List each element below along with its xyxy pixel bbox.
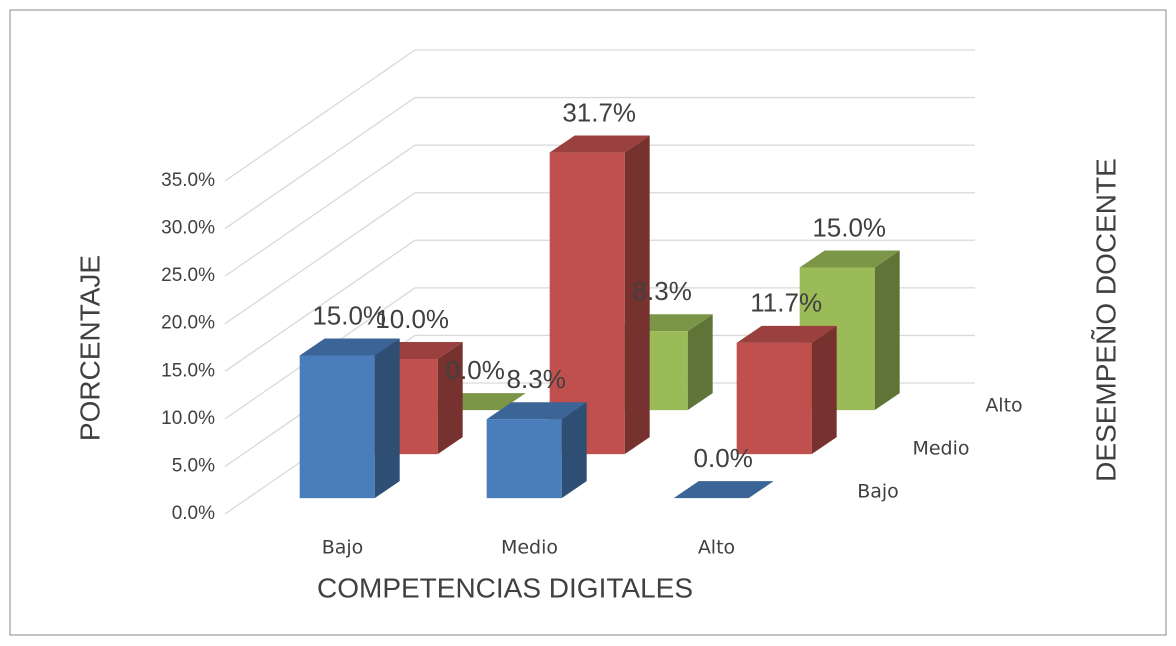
- legend-label: Bajo: [857, 481, 899, 503]
- value-label: 15.0%: [312, 300, 386, 330]
- legend-label: Medio: [912, 438, 969, 460]
- y-tick-label: 15.0%: [161, 360, 215, 381]
- y-tick-label: 5.0%: [172, 455, 215, 476]
- x-tick-label: Alto: [698, 537, 735, 559]
- bar-front: [299, 355, 375, 499]
- bars: [299, 135, 900, 499]
- grid-line: [224, 49, 975, 182]
- y-tick-label: 0.0%: [172, 503, 215, 524]
- grid-line: [224, 287, 975, 420]
- value-label: 31.7%: [562, 97, 636, 127]
- bar-top: [549, 135, 650, 153]
- bar-top: [486, 402, 587, 420]
- bar-side: [811, 325, 837, 455]
- bar: [486, 402, 587, 499]
- x-axis-title: COMPETENCIAS DIGITALES: [317, 572, 693, 603]
- x-tick-label: Medio: [501, 537, 558, 559]
- value-label: 10.0%: [375, 304, 449, 334]
- bar-side: [874, 250, 900, 411]
- bar: [299, 338, 400, 499]
- value-label: 15.0%: [812, 212, 886, 242]
- labels: 0.0%5.0%10.0%15.0%20.0%25.0%30.0%35.0%Ba…: [161, 97, 1023, 558]
- x-tick-label: Bajo: [322, 537, 364, 559]
- value-label: 8.3%: [507, 364, 566, 394]
- y-tick-label: 35.0%: [161, 170, 215, 191]
- value-label: 0.0%: [694, 443, 753, 473]
- y-axis-title: PORCENTAJE: [74, 255, 105, 441]
- bar-front: [736, 342, 812, 455]
- y-tick-label: 20.0%: [161, 313, 215, 334]
- legend-label: Alto: [985, 395, 1022, 417]
- bar-top: [736, 325, 837, 343]
- z-axis-title: DESEMPEÑO DOCENTE: [1090, 158, 1121, 482]
- bar-side: [624, 135, 650, 455]
- bar-top: [673, 481, 774, 499]
- value-label: 8.3%: [633, 276, 692, 306]
- bar-side: [437, 342, 463, 455]
- bar: [736, 325, 837, 455]
- bar-side: [561, 402, 587, 499]
- bar: [673, 481, 774, 499]
- bar-top: [299, 338, 400, 356]
- bar-front: [486, 419, 562, 499]
- grid-line: [224, 192, 975, 325]
- value-label: 0.0%: [446, 355, 505, 385]
- y-tick-label: 30.0%: [161, 218, 215, 239]
- grid-line: [224, 96, 975, 230]
- grid-line: [224, 239, 975, 372]
- bar-side: [374, 338, 400, 499]
- value-label: 11.7%: [750, 288, 822, 318]
- bar-top: [799, 250, 900, 268]
- y-tick-label: 25.0%: [161, 265, 215, 286]
- bar-side: [687, 314, 713, 411]
- grid-line: [224, 144, 975, 277]
- y-tick-label: 10.0%: [161, 408, 215, 429]
